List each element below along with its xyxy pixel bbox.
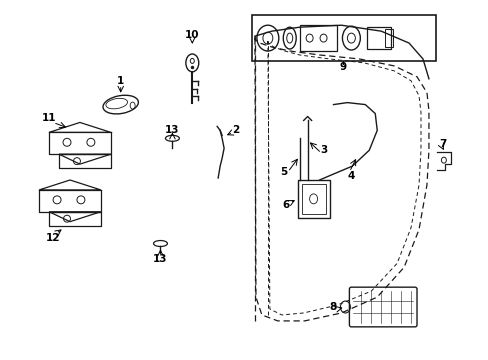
Text: 12: 12	[46, 233, 60, 243]
Bar	[385, 29, 392, 47]
Bar	[251, 15, 435, 61]
Text: 3: 3	[319, 145, 326, 155]
Text: 7: 7	[438, 139, 446, 149]
Bar	[299, 25, 337, 51]
Bar	[297, 180, 329, 218]
Text: 8: 8	[329, 302, 336, 312]
Text: 11: 11	[42, 113, 56, 123]
Text: 6: 6	[282, 200, 289, 210]
Text: 10: 10	[184, 30, 199, 40]
Text: 2: 2	[232, 125, 239, 135]
Bar	[301, 184, 325, 214]
Text: 13: 13	[165, 125, 179, 135]
Text: 13: 13	[153, 255, 167, 264]
Text: 9: 9	[339, 62, 346, 72]
Bar	[366, 27, 390, 49]
Text: 4: 4	[347, 171, 354, 181]
Text: 1: 1	[117, 76, 124, 86]
Text: 5: 5	[280, 167, 287, 177]
